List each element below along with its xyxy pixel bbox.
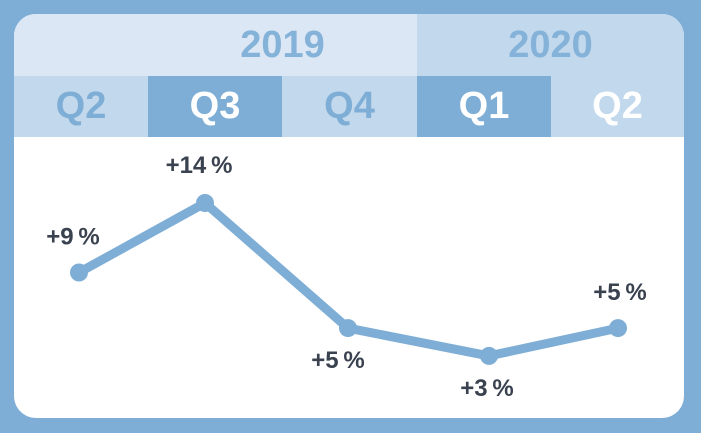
year-header: 2019 2020 <box>14 14 684 76</box>
data-label: +14 % <box>166 152 233 179</box>
chart-card: 2019 2020 Q2 Q3 Q4 Q1 Q2 +9 % +14 % +5 % +3… <box>14 14 684 418</box>
data-label: +5 % <box>311 347 365 374</box>
data-point <box>196 194 214 212</box>
year-2020-label: 2020 <box>417 14 684 76</box>
data-point <box>70 263 88 282</box>
data-point <box>609 319 627 338</box>
quarter-label: Q4 <box>282 76 417 137</box>
label-layer: +9 % +14 % +5 % +3 % +5 % <box>46 152 647 402</box>
quarter-label: Q3 <box>148 76 282 137</box>
data-point <box>480 346 498 365</box>
data-label: +3 % <box>460 375 514 402</box>
quarter-label: Q1 <box>417 76 551 137</box>
line-plot: +9 % +14 % +5 % +3 % +5 % <box>46 152 647 402</box>
data-label: +5 % <box>593 279 647 306</box>
quarter-header: Q2 Q3 Q4 Q1 Q2 <box>14 76 684 137</box>
year-2019-label: 2019 <box>14 14 417 76</box>
quarter-label: Q2 <box>14 76 148 137</box>
series-layer <box>70 194 627 365</box>
quarter-label: Q2 <box>551 76 684 137</box>
data-label: +9 % <box>46 224 100 251</box>
data-point <box>339 319 357 338</box>
